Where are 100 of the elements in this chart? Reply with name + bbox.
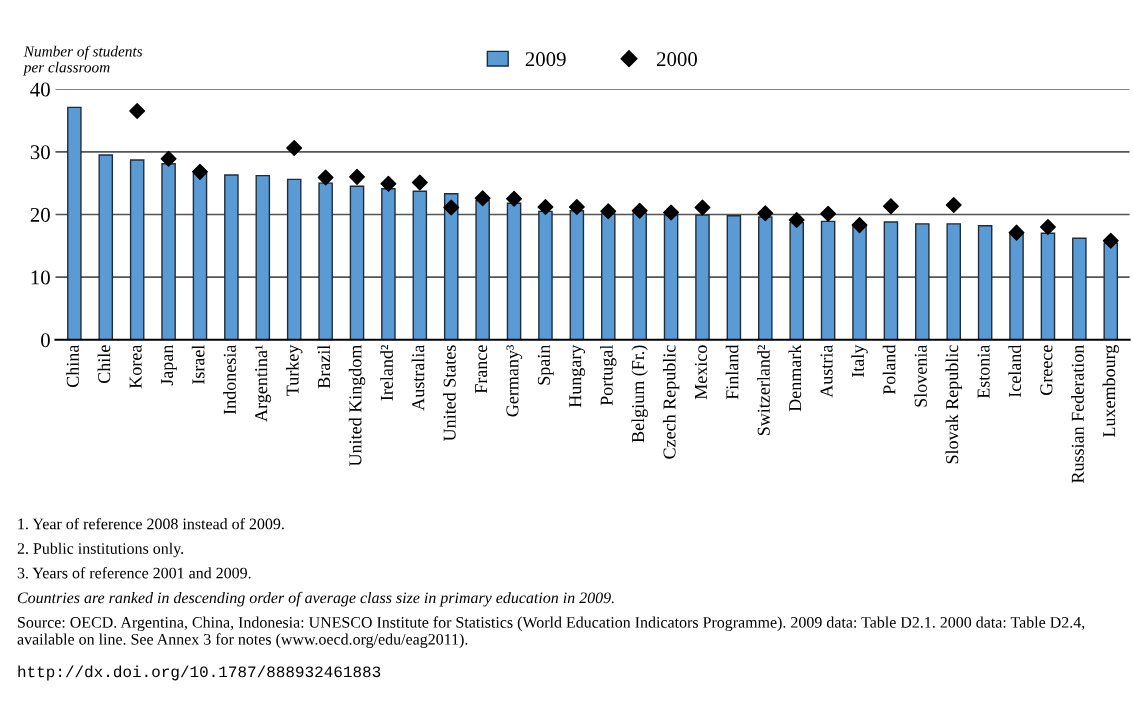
bar bbox=[412, 190, 428, 340]
point bbox=[568, 198, 585, 215]
point bbox=[537, 198, 554, 215]
x-tick-label: Finland bbox=[725, 344, 739, 400]
point bbox=[1039, 219, 1056, 235]
x-tick-label: Italy bbox=[851, 344, 868, 378]
x-tick-label: Denmark bbox=[788, 344, 802, 412]
x-tick-label: Turkey bbox=[285, 344, 303, 396]
point bbox=[129, 103, 146, 120]
x-tick-label: Spain bbox=[537, 344, 554, 385]
bar bbox=[946, 223, 962, 340]
x-tick-label: Austria bbox=[820, 344, 833, 398]
bar bbox=[852, 225, 867, 340]
bar bbox=[67, 106, 82, 340]
point bbox=[631, 202, 648, 219]
bar bbox=[255, 174, 271, 340]
point bbox=[160, 150, 177, 167]
x-tick-label: Mexico bbox=[694, 345, 707, 400]
point bbox=[851, 217, 868, 234]
y-tick-label: 10 bbox=[31, 270, 50, 285]
point bbox=[411, 174, 428, 191]
legend-label: 2009 bbox=[525, 52, 566, 67]
bar bbox=[318, 182, 333, 340]
point bbox=[788, 212, 805, 229]
point bbox=[192, 163, 208, 180]
text: 3. Years of reference 2001 and 2009. bbox=[17, 567, 251, 579]
x-tick-label: Chile bbox=[97, 345, 111, 384]
source-note: Source: OECD. Argentina, China, Indonesia: UNESCO Institute for Statistics (World Education Indicators Programme). 2009 data: Table D2.1. 2000 data: Table D2.4, available on line. See Annex 3 for notes (www.oecd.org/edu/eag2011). bbox=[17, 616, 1085, 648]
point bbox=[380, 175, 397, 192]
x-tick-label: Ireland² bbox=[380, 345, 393, 401]
x-tick-label: Greece bbox=[1040, 345, 1053, 395]
x-tick-label: Hungary bbox=[569, 344, 586, 408]
x-tick-label: Israel bbox=[191, 344, 205, 385]
bar bbox=[915, 223, 930, 340]
bar bbox=[161, 163, 176, 340]
point bbox=[694, 199, 711, 216]
bar bbox=[726, 215, 742, 340]
point bbox=[349, 168, 365, 185]
text: 1. Year of reference 2008 instead of 2009. bbox=[18, 517, 284, 530]
bar bbox=[758, 216, 773, 340]
x-tick-label: United Kingdom bbox=[348, 344, 366, 467]
bar bbox=[349, 185, 365, 340]
bar bbox=[569, 210, 585, 340]
point bbox=[474, 190, 491, 207]
x-tick-label: Slovenia bbox=[914, 344, 927, 407]
x-tick-label: China bbox=[66, 344, 79, 388]
x-tick-label: Korea bbox=[129, 344, 142, 389]
x-tick-label: Brazil bbox=[317, 344, 331, 389]
text: Countries are ranked in descending order of average class size in primary education in 2009. bbox=[17, 591, 614, 607]
x-tick-label: United States bbox=[443, 345, 456, 442]
bar bbox=[538, 210, 553, 340]
y-tick-label: 40 bbox=[30, 82, 50, 97]
bar bbox=[192, 173, 208, 340]
point bbox=[757, 205, 774, 222]
bar bbox=[506, 202, 522, 340]
x-tick-label: Czech Republic bbox=[662, 345, 680, 459]
point bbox=[820, 205, 837, 222]
x-tick-label: Iceland bbox=[1008, 344, 1022, 398]
y-tick-label: 20 bbox=[30, 207, 50, 222]
bar bbox=[632, 212, 647, 340]
x-tick-label: Argentina¹ bbox=[255, 345, 271, 422]
bar bbox=[695, 214, 710, 340]
point bbox=[600, 203, 617, 220]
x-tick-label: Switzerland² bbox=[757, 345, 770, 436]
point bbox=[506, 190, 523, 207]
point bbox=[945, 197, 962, 214]
bar bbox=[443, 193, 459, 340]
y-tick-label: 0 bbox=[41, 333, 50, 348]
point bbox=[1008, 224, 1025, 241]
bar bbox=[1072, 237, 1087, 340]
bar bbox=[820, 220, 836, 340]
point bbox=[882, 198, 899, 215]
point bbox=[443, 199, 460, 216]
bar bbox=[1009, 232, 1024, 340]
bar bbox=[883, 221, 899, 340]
x-tick-label: Portugal bbox=[600, 344, 617, 406]
bar bbox=[129, 159, 145, 340]
legend-label: 2000 bbox=[657, 52, 697, 67]
bar bbox=[475, 199, 490, 340]
bar bbox=[381, 188, 396, 340]
bar bbox=[663, 214, 679, 340]
x-tick-label: Indonesia bbox=[223, 344, 236, 415]
point bbox=[317, 169, 334, 186]
bar bbox=[286, 178, 302, 340]
bar bbox=[224, 174, 239, 340]
point bbox=[663, 204, 680, 221]
x-tick-label: Belgium (Fr.) bbox=[631, 345, 648, 443]
y-axis-title: Number of students per classroom bbox=[22, 45, 143, 76]
bar bbox=[1103, 242, 1119, 340]
text: 2. Public institutions only. bbox=[17, 542, 184, 558]
x-tick-label: France bbox=[475, 345, 488, 394]
bar bbox=[1040, 232, 1056, 340]
bar bbox=[98, 154, 114, 340]
point bbox=[286, 140, 303, 157]
x-tick-label: Estonia bbox=[977, 344, 990, 399]
bar bbox=[600, 213, 616, 340]
x-tick-label: Slovak Republic bbox=[945, 345, 962, 464]
bar bbox=[977, 225, 993, 340]
x-tick-label: Germany³ bbox=[506, 344, 523, 417]
x-tick-label: Japan bbox=[161, 344, 177, 386]
